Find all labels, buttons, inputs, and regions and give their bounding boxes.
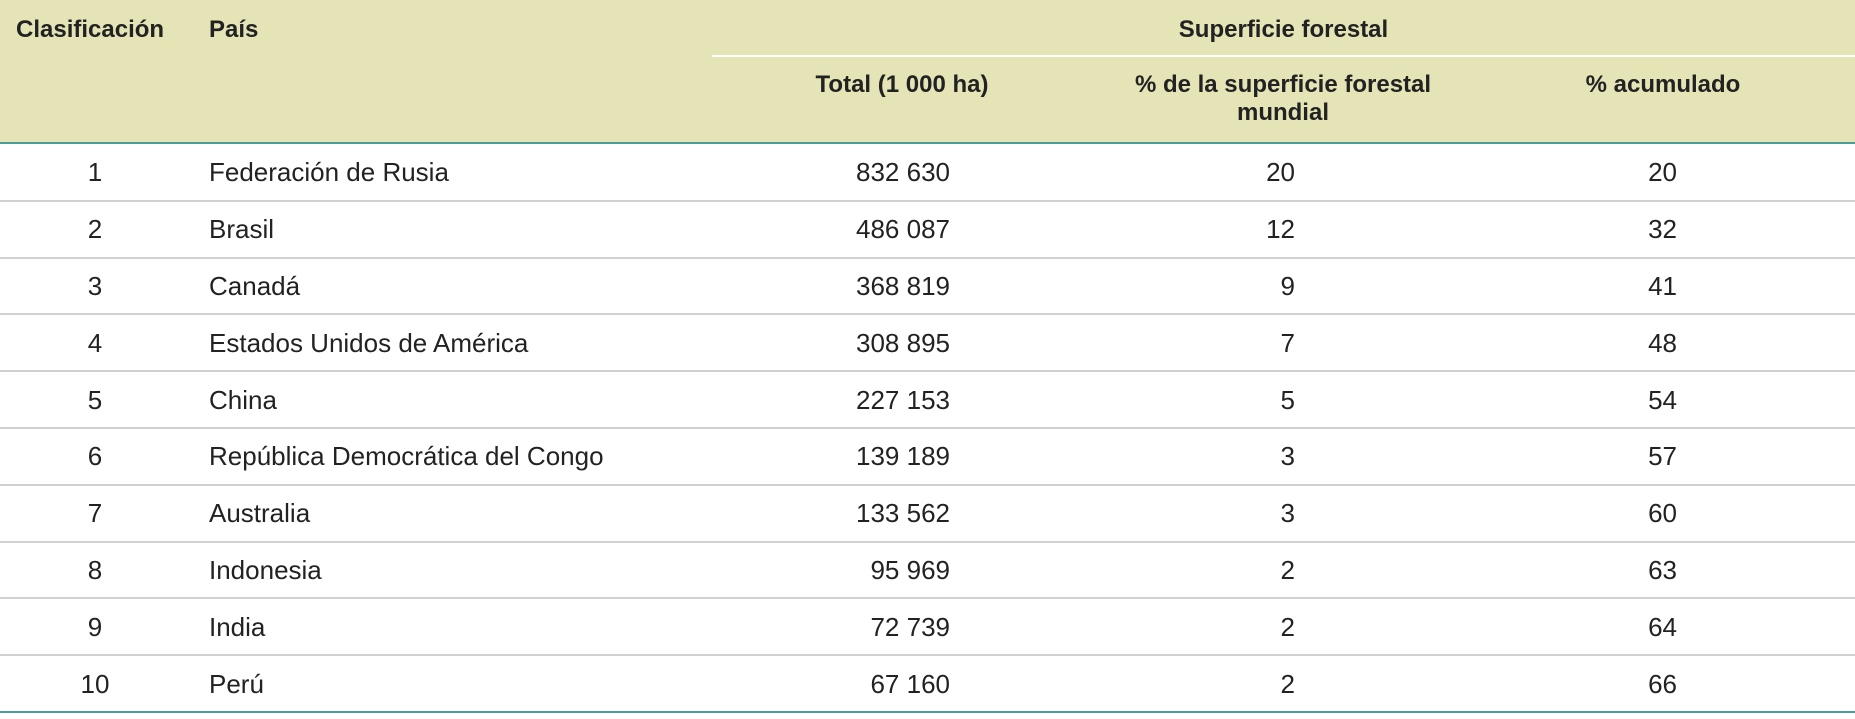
header-total: Total (1 000 ha) [815, 71, 989, 98]
row-rule [0, 256, 1855, 259]
cell-cumulative: 48 [1648, 327, 1677, 358]
cell-total: 368 819 [856, 271, 950, 301]
cell-rank: 10 [80, 668, 110, 699]
cell-share: 3 [1280, 498, 1295, 529]
cell-cumulative: 60 [1648, 498, 1677, 529]
cell-country: Perú [209, 668, 264, 699]
cell-total: 308 895 [856, 327, 950, 358]
cell-cumulative: 54 [1648, 384, 1677, 415]
header-country: País [209, 16, 259, 43]
header-rank: Clasificación [16, 16, 165, 43]
row-rule [0, 540, 1855, 543]
cell-rank: 3 [87, 271, 103, 301]
cell-cumulative: 20 [1648, 157, 1677, 188]
cell-share: 2 [1280, 555, 1295, 585]
table-bottom-rule [0, 711, 1855, 713]
row-rule [0, 313, 1855, 316]
cell-cumulative: 41 [1648, 271, 1677, 301]
row-rule [0, 370, 1855, 373]
row-rule [0, 199, 1855, 202]
cell-cumulative: 63 [1648, 555, 1677, 585]
cell-rank: 1 [87, 157, 103, 188]
cell-share: 9 [1280, 271, 1295, 301]
cell-country: Canadá [209, 271, 301, 301]
cell-cumulative: 32 [1648, 214, 1677, 245]
cell-total: 139 189 [856, 441, 950, 472]
cell-country: India [209, 611, 266, 642]
row-rule [0, 597, 1855, 600]
cell-rank: 5 [87, 384, 103, 415]
cell-rank: 2 [87, 214, 103, 245]
header-group: Superficie forestal [1178, 16, 1389, 43]
cell-country: República Democrática del Congo [209, 441, 604, 472]
row-rule [0, 483, 1855, 486]
cell-cumulative: 64 [1648, 611, 1677, 642]
cell-total: 95 969 [870, 555, 950, 585]
header-share: % de la superficie forestal mundial [1134, 71, 1432, 126]
cell-country: China [209, 384, 277, 415]
table-header: Clasificación País Superficie forestal T… [0, 0, 1855, 144]
cell-country: Brasil [209, 214, 275, 245]
cell-rank: 6 [87, 441, 103, 472]
header-cumulative: % acumulado [1585, 71, 1741, 98]
cell-total: 486 087 [856, 214, 950, 245]
cell-total: 72 739 [870, 611, 950, 642]
cell-share: 20 [1266, 157, 1295, 188]
cell-share: 2 [1280, 668, 1295, 699]
cell-total: 832 630 [856, 157, 950, 188]
cell-rank: 7 [87, 498, 103, 529]
cell-total: 133 562 [856, 498, 950, 529]
cell-country: Australia [209, 498, 311, 529]
cell-rank: 4 [87, 327, 103, 358]
cell-country: Indonesia [209, 555, 322, 585]
row-rule [0, 654, 1855, 657]
cell-share: 12 [1266, 214, 1295, 245]
cell-country: Estados Unidos de América [209, 327, 529, 358]
cell-share: 5 [1280, 384, 1295, 415]
cell-share: 2 [1280, 611, 1295, 642]
cell-share: 3 [1280, 441, 1295, 472]
cell-rank: 8 [87, 555, 103, 585]
cell-total: 227 153 [856, 384, 950, 415]
cell-country: Federación de Rusia [209, 157, 449, 188]
cell-share: 7 [1280, 327, 1295, 358]
cell-cumulative: 57 [1648, 441, 1677, 472]
cell-rank: 9 [87, 611, 103, 642]
group-rule [712, 55, 1855, 57]
cell-total: 67 160 [870, 668, 950, 699]
row-rule [0, 427, 1855, 429]
cell-cumulative: 66 [1648, 668, 1677, 699]
